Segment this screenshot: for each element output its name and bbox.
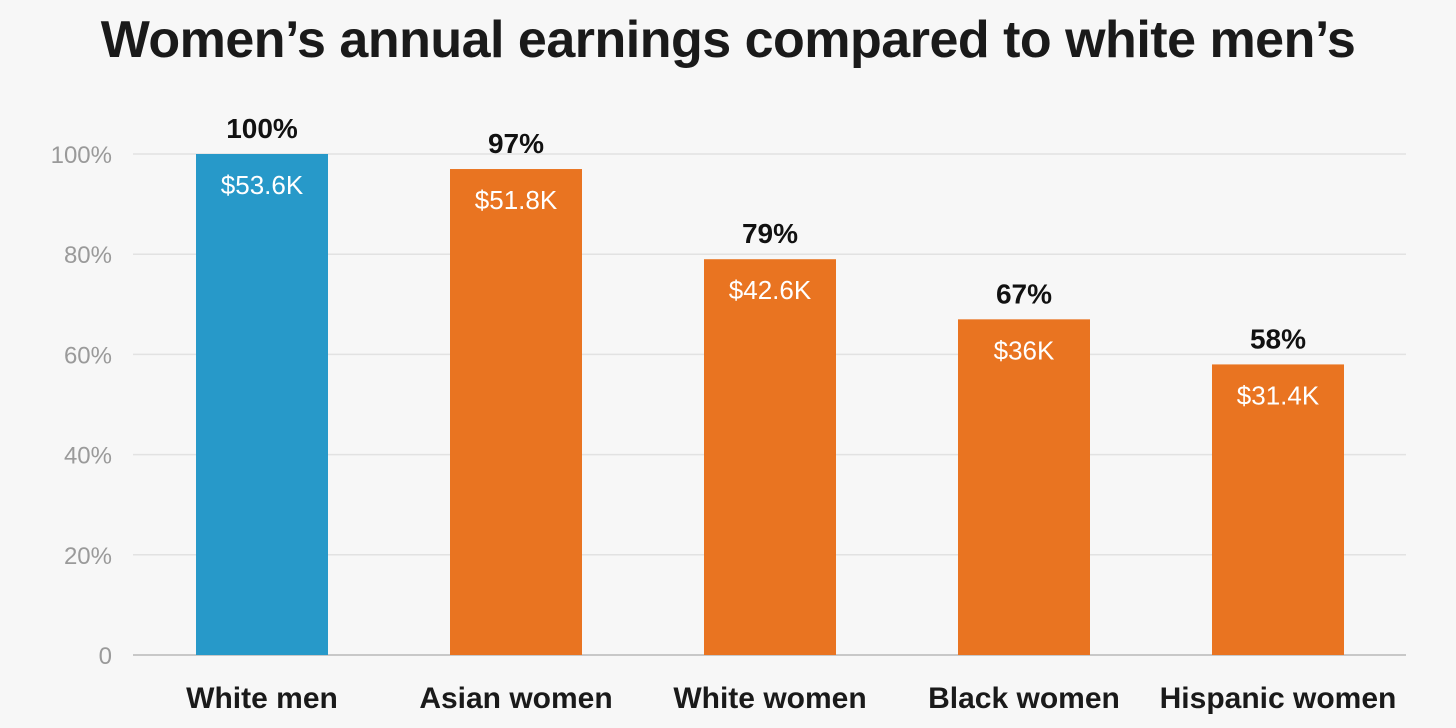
bar	[196, 154, 328, 655]
y-axis: 0 20% 40% 60% 80% 100%	[51, 142, 112, 670]
bar	[450, 169, 582, 655]
chart-title: Women’s annual earnings compared to whit…	[100, 11, 1356, 69]
bar	[958, 319, 1090, 655]
bar-percent-label: 67%	[996, 278, 1052, 309]
x-category-label: White women	[673, 682, 866, 715]
y-tick-label: 60%	[64, 342, 112, 369]
bar-earnings-label: $53.6K	[221, 170, 304, 200]
bar-earnings-label: $42.6K	[729, 275, 812, 305]
bar-percent-label: 100%	[226, 113, 298, 144]
x-category-label: White men	[186, 682, 338, 715]
bar-percent-label: 79%	[742, 218, 798, 249]
bar-earnings-label: $31.4K	[1237, 380, 1320, 410]
bar	[1212, 364, 1344, 655]
x-axis: White men Asian women White women Black wom…	[186, 682, 1396, 715]
x-category-label: Hispanic women	[1160, 682, 1397, 715]
y-tick-label: 80%	[64, 242, 112, 269]
x-category-label: Asian women	[419, 682, 612, 715]
x-category-label: Black women	[928, 682, 1120, 715]
bar-percent-label: 97%	[488, 128, 544, 159]
y-tick-label: 20%	[64, 543, 112, 570]
y-tick-label: 100%	[51, 142, 112, 169]
bars: 100% $53.6K 97% $51.8K 79% $42.6K 67% $36K 58% $3…	[196, 113, 1344, 655]
bar-earnings-label: $36K	[994, 335, 1055, 365]
bar-earnings-label: $51.8K	[475, 185, 558, 215]
bar-percent-label: 58%	[1250, 323, 1306, 354]
y-tick-label: 40%	[64, 443, 112, 470]
y-tick-label: 0	[99, 643, 112, 670]
bar	[704, 259, 836, 655]
